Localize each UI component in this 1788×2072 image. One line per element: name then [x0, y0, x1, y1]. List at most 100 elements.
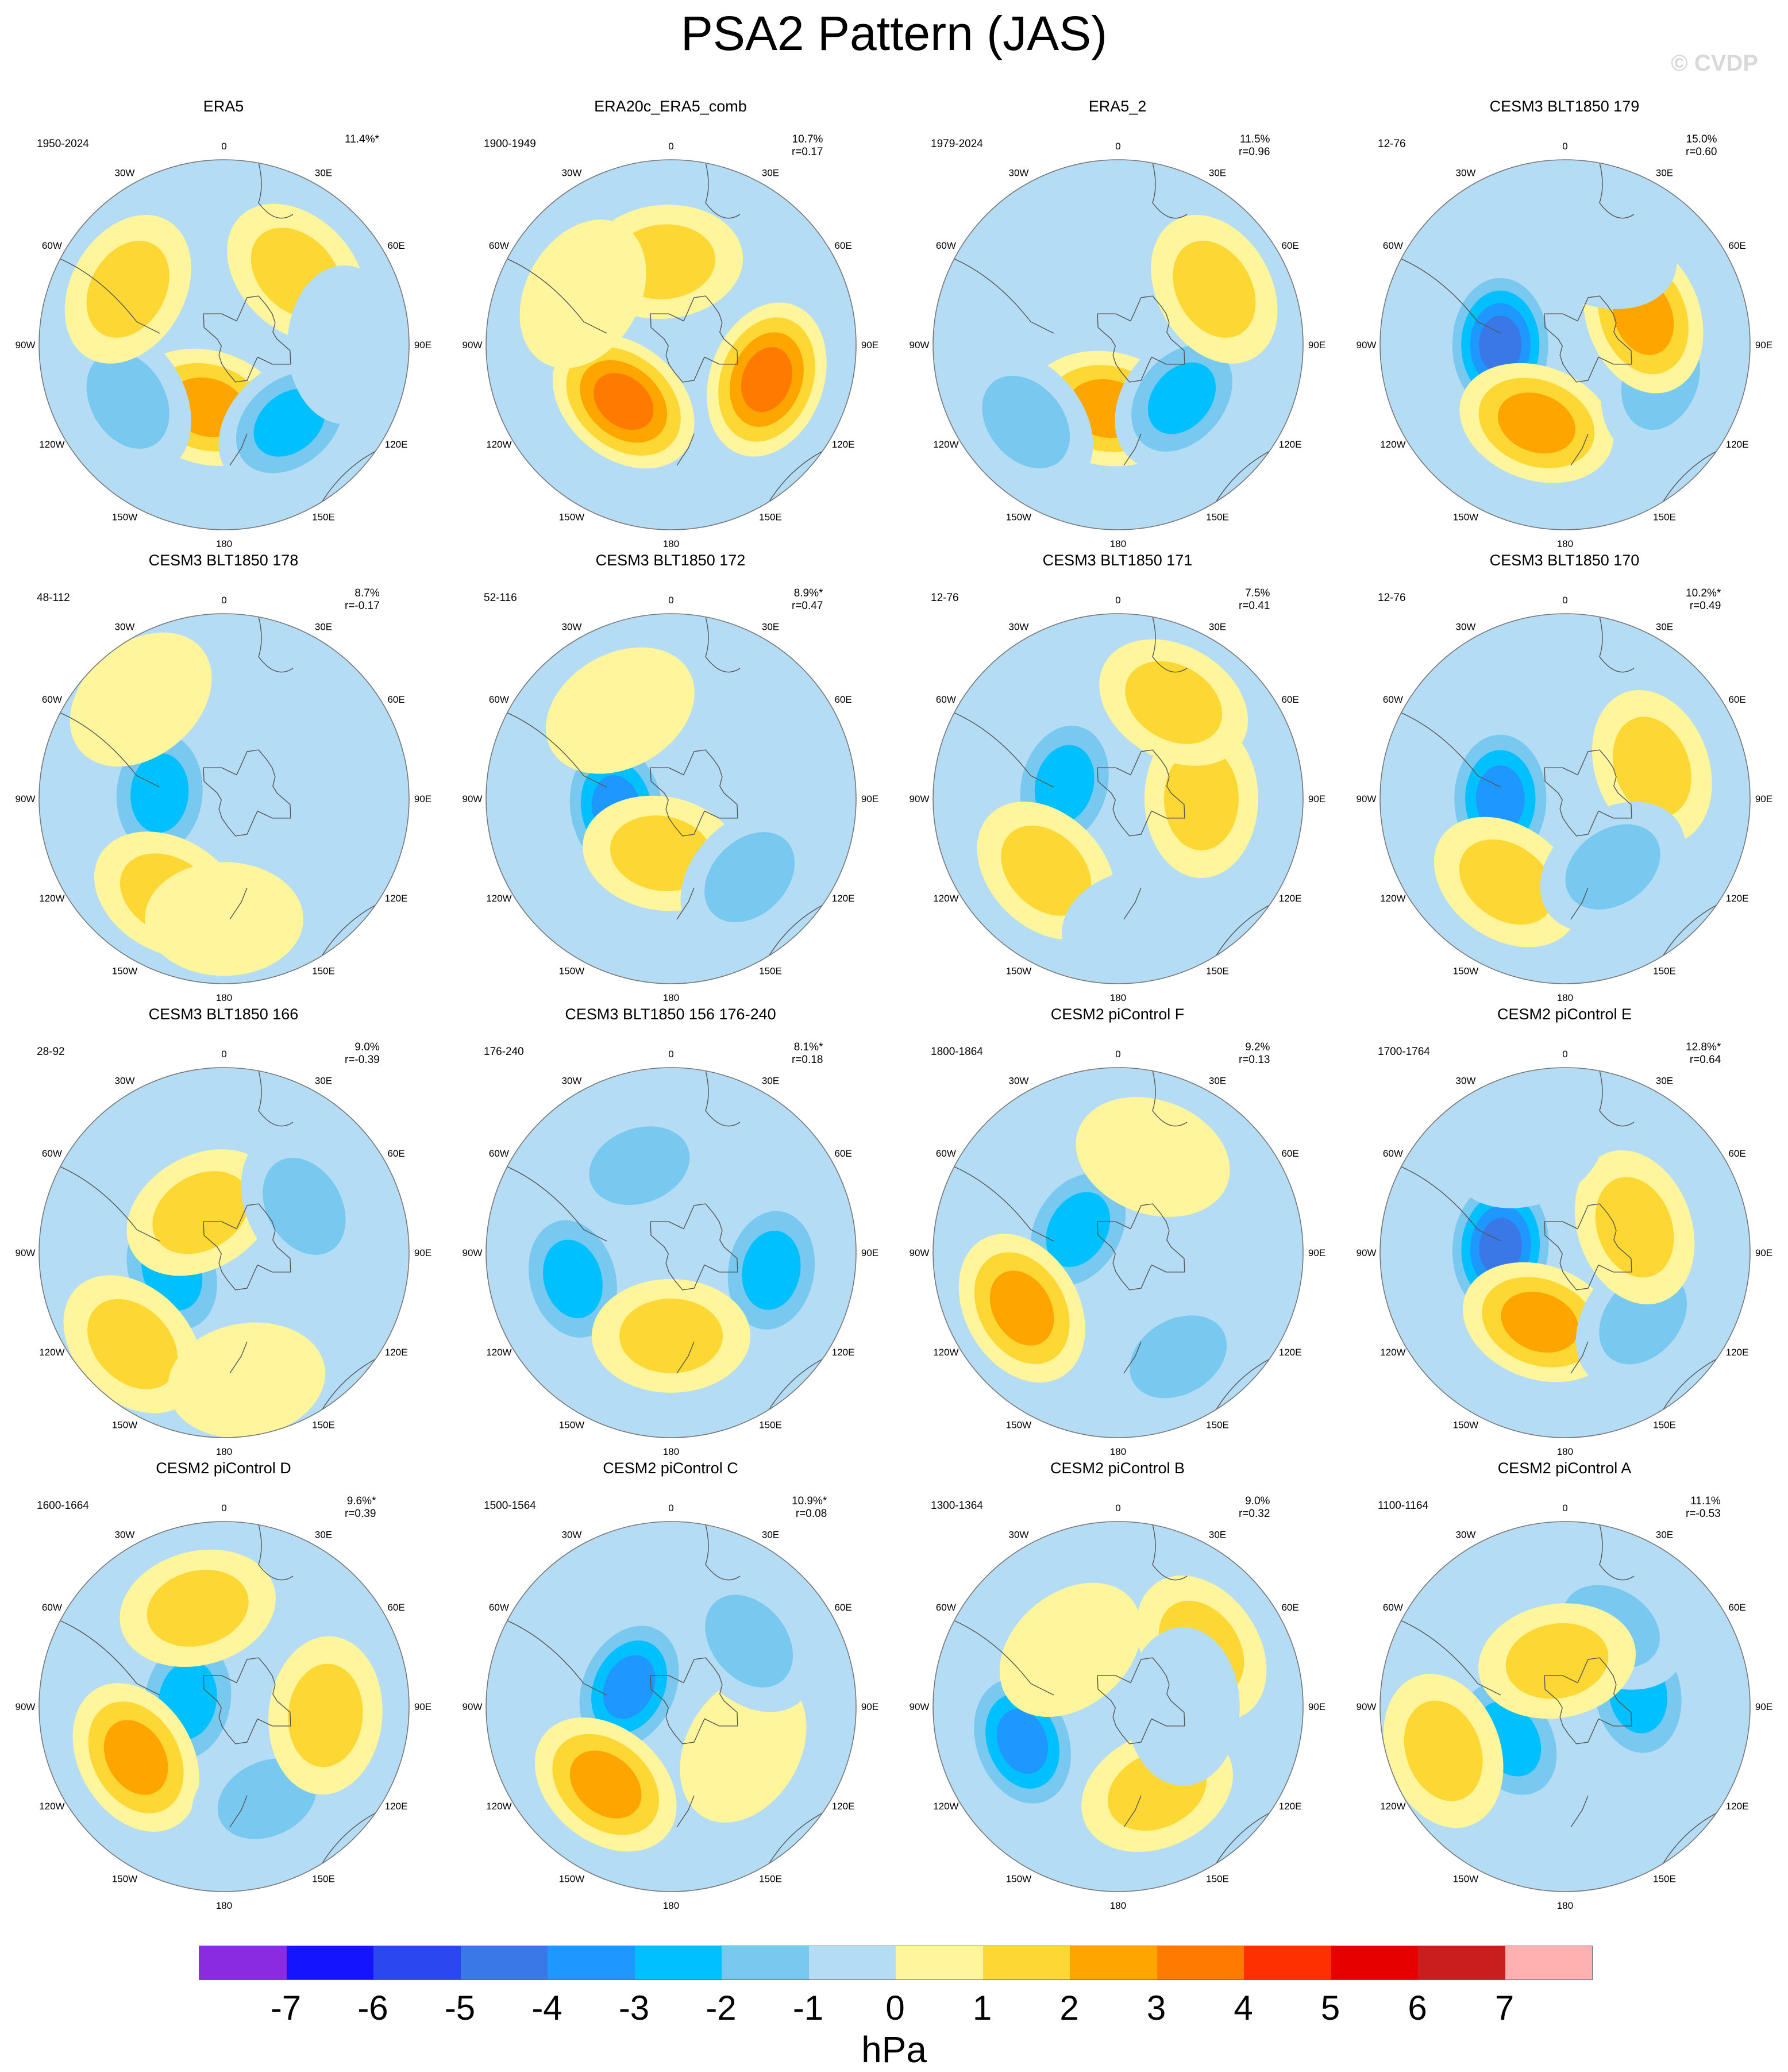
antarctica-coastline [1097, 749, 1185, 837]
panel-stats: 15.0% r=0.60 [1686, 133, 1717, 159]
colorbar-tick-label: -1 [792, 1989, 824, 2027]
south-america-coastline [491, 1160, 607, 1242]
panel-period: 1800-1864 [931, 1046, 983, 1058]
colorbar-tick-label: 6 [1408, 1989, 1427, 2027]
africa-coastline [705, 1070, 741, 1127]
new-zealand-coastline [229, 1795, 248, 1828]
longitude-label: 150W [559, 1420, 584, 1431]
longitude-label: 150W [559, 1874, 584, 1885]
negative-anomaly-contour [742, 1230, 801, 1310]
south-america-coastline [1385, 1160, 1501, 1242]
panel-variance-pct: 8.1%* [793, 1041, 823, 1053]
panel-correlation: r=0.13 [1239, 1054, 1270, 1066]
longitude-label: 90E [861, 794, 878, 804]
new-zealand-coastline [1570, 1795, 1589, 1828]
positive-anomaly-contour [1163, 747, 1239, 850]
longitude-label: 60W [489, 240, 509, 251]
antarctica-coastline [650, 1657, 738, 1744]
longitude-label: 150W [112, 1874, 137, 1885]
longitude-label: 120W [39, 1347, 64, 1358]
negative-anomaly-contour [1479, 1218, 1523, 1276]
longitude-label: 150W [1006, 1874, 1031, 1885]
longitude-label: 90W [910, 794, 930, 804]
longitude-label: 60E [1281, 240, 1298, 251]
colorbar-swatch [373, 1946, 461, 1979]
longitude-label: 60W [42, 1148, 62, 1159]
longitude-label: 0 [1115, 141, 1120, 152]
longitude-label: 90E [414, 340, 431, 351]
longitude-label: 90E [1308, 794, 1325, 804]
africa-coastline [705, 616, 741, 673]
map-boundary [485, 159, 857, 530]
panel-period: 12-76 [1378, 592, 1406, 604]
africa-coastline [1152, 1524, 1188, 1581]
longitude-label: 150E [759, 966, 782, 977]
panel-correlation: r=0.60 [1686, 146, 1717, 158]
colorbar-tick-label: -6 [357, 1989, 388, 2027]
map-boundary [38, 613, 410, 984]
panel-title: CESM2 piControl E [1497, 1006, 1632, 1023]
longitude-label: 30E [762, 1529, 779, 1540]
panel-stats: 10.9%* r=0.08 [792, 1495, 827, 1520]
panel-variance-pct: 9.2% [1245, 1041, 1270, 1053]
panel-variance-pct: 8.9%* [793, 587, 823, 599]
map-boundary [932, 159, 1304, 530]
panel-period: 1950-2024 [37, 138, 89, 150]
panel-correlation: r=0.47 [792, 600, 823, 612]
antarctica-coastline [650, 295, 738, 383]
longitude-label: 150E [312, 512, 335, 523]
longitude-label: 30E [1656, 621, 1673, 632]
panel-title: CESM2 piControl B [1050, 1459, 1185, 1477]
africa-coastline [1152, 616, 1188, 673]
longitude-label: 120W [486, 1347, 511, 1358]
africa-coastline [1152, 162, 1188, 219]
longitude-label: 150E [312, 1874, 335, 1885]
south-america-coastline [1385, 706, 1501, 788]
panel-title: CESM2 piControl F [1050, 1006, 1185, 1023]
longitude-label: 150E [1653, 512, 1676, 523]
map-panel: CESM2 piControl B 1300-1364 9.0% r=0.32 0 30E… [894, 1459, 1341, 1913]
longitude-label: 60W [42, 240, 62, 251]
antarctica-coastline [203, 1203, 291, 1291]
new-zealand-coastline [1570, 433, 1589, 466]
colorbar-tick-label: -5 [444, 1989, 476, 2027]
longitude-label: 150E [312, 966, 335, 977]
map-boundary [932, 1521, 1304, 1892]
panel-variance-pct: 8.7% [354, 587, 380, 599]
new-zealand-coastline [1123, 1341, 1142, 1374]
panel-title: CESM3 BLT1850 156 176-240 [565, 1006, 776, 1023]
polar-map: 0 30E 60E 90E 120E 150E 180 150W 120W 90W 60W 30W [1357, 1049, 1773, 1457]
positive-anomaly-contour [87, 1299, 178, 1389]
longitude-label: 180 [1557, 1446, 1573, 1457]
negative-anomaly-contour [1565, 824, 1660, 910]
longitude-label: 180 [1110, 1446, 1126, 1457]
longitude-label: 90E [1308, 1701, 1325, 1712]
polar-map: 0 30E 60E 90E 120E 150E 180 150W 120W 90W 60W 30W [910, 141, 1326, 549]
antarctica-coastline [650, 749, 738, 837]
panel-stats: 8.7% r=-0.17 [345, 587, 380, 613]
longitude-label: 60E [1281, 1602, 1298, 1613]
colorbar [199, 1946, 1593, 1980]
south-america-coastline [44, 252, 160, 334]
negative-anomaly-contour [253, 388, 326, 457]
map-boundary [1379, 159, 1751, 530]
new-zealand-coastline [1570, 1341, 1589, 1374]
colorbar-swatch [1331, 1946, 1418, 1979]
longitude-label: 30W [562, 1075, 582, 1086]
panel-title: CESM3 BLT1850 178 [148, 552, 299, 569]
longitude-label: 90E [861, 340, 878, 351]
longitude-label: 120W [1380, 893, 1405, 904]
longitude-label: 90W [16, 1701, 36, 1712]
panel-title: CESM2 piControl C [603, 1459, 738, 1477]
panel-title: CESM3 BLT1850 171 [1042, 552, 1193, 569]
negative-anomaly-contour [1147, 362, 1216, 434]
longitude-label: 150W [112, 966, 137, 977]
longitude-label: 150W [1453, 1874, 1478, 1885]
negative-anomaly-contour [589, 1126, 690, 1206]
longitude-label: 30E [1656, 1075, 1673, 1086]
map-boundary [38, 159, 410, 530]
panel-stats: 9.2% r=0.13 [1239, 1041, 1270, 1066]
longitude-label: 60E [387, 240, 404, 251]
panel-variance-pct: 10.2%* [1686, 587, 1721, 599]
longitude-label: 30E [1209, 167, 1226, 178]
